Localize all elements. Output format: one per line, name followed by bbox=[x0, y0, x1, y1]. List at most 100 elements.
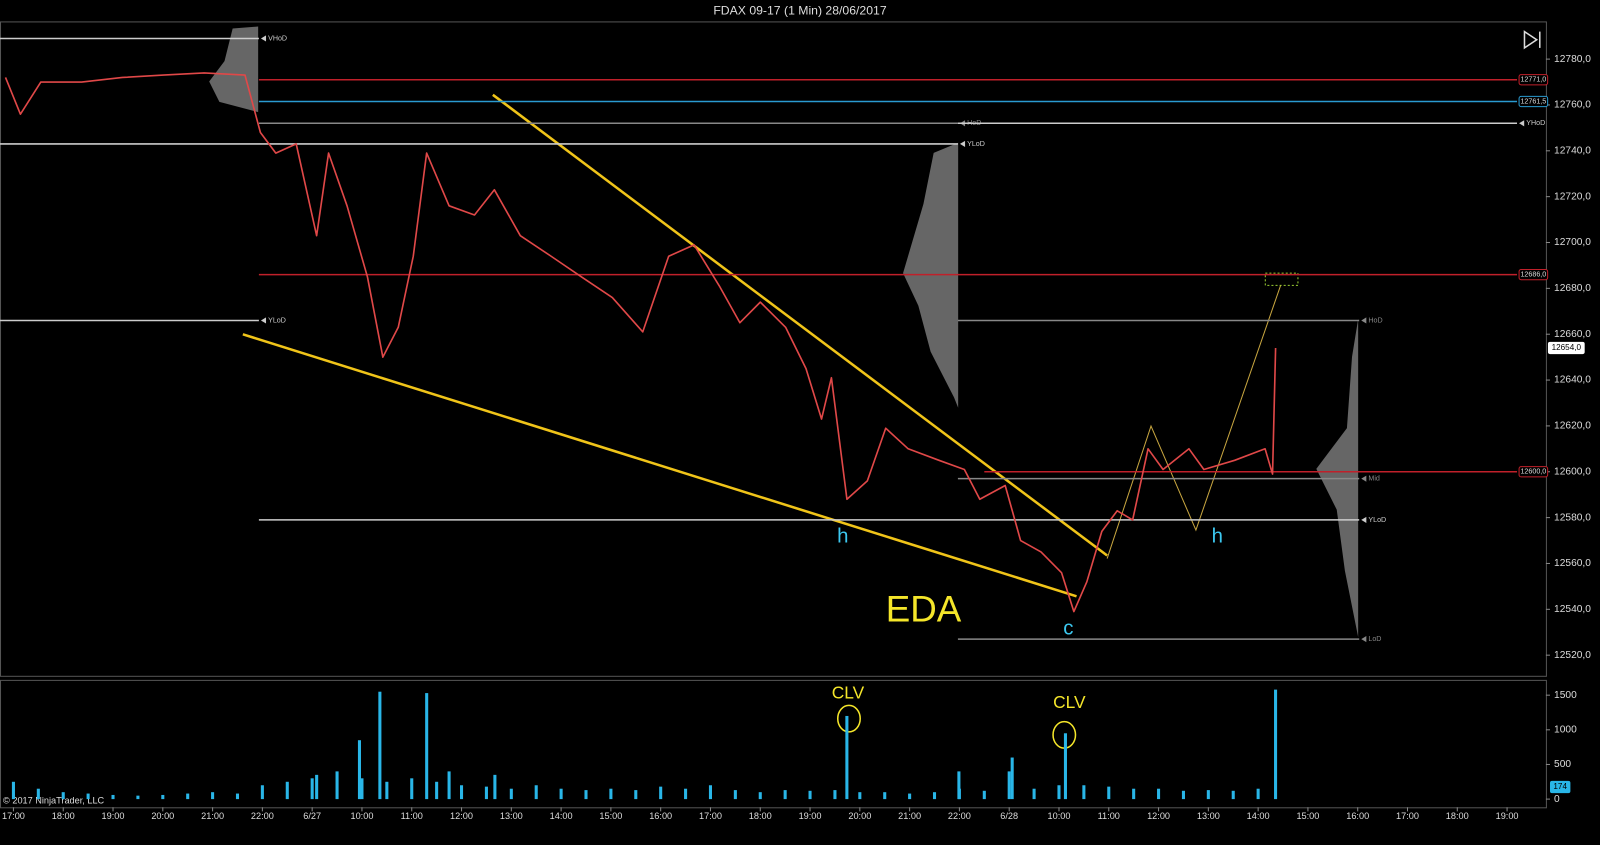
level-marker bbox=[1361, 317, 1367, 324]
level-label: 12761,5 bbox=[1520, 97, 1546, 105]
y-tick-label: 12600,0 bbox=[1554, 466, 1591, 477]
level-label: HoD bbox=[1368, 316, 1382, 324]
level-box bbox=[1518, 268, 1549, 281]
annotation: c bbox=[1063, 617, 1073, 639]
y-tick-label: 12640,0 bbox=[1554, 375, 1591, 386]
level-label: YLoD bbox=[268, 316, 286, 324]
toolbar-icon[interactable] bbox=[1523, 30, 1541, 50]
volume-bar bbox=[1256, 788, 1260, 800]
volume-bar bbox=[357, 740, 361, 800]
x-tick-label: 15:00 bbox=[1296, 811, 1319, 821]
x-tick-label: 17:00 bbox=[2, 811, 25, 821]
y-tick-label: 12560,0 bbox=[1554, 558, 1591, 569]
volume-bar bbox=[285, 781, 289, 800]
x-tick-label: 14:00 bbox=[550, 811, 573, 821]
trend-line bbox=[242, 333, 1077, 598]
volume-bar bbox=[708, 785, 713, 800]
volume-bar bbox=[1181, 790, 1185, 800]
price-panel-frame bbox=[0, 21, 1547, 677]
x-tick-label: 10:00 bbox=[1048, 811, 1071, 821]
x-tick-label: 19:00 bbox=[102, 811, 125, 821]
volume-bar bbox=[1057, 785, 1061, 800]
x-tick-label: 6/27 bbox=[303, 811, 321, 821]
x-tick-label: 13:00 bbox=[1197, 811, 1220, 821]
level-box bbox=[1518, 95, 1549, 108]
chart-root: FDAX 09-17 (1 Min) 28/06/2017 EDA h h c … bbox=[0, 3, 1591, 821]
volume-bar bbox=[858, 792, 862, 800]
y-tick-label: 1500 bbox=[1554, 690, 1577, 701]
y-tick-label: 12720,0 bbox=[1554, 191, 1591, 202]
volume-bar bbox=[435, 781, 439, 800]
level-label: LoD bbox=[1368, 635, 1381, 643]
x-tick-label: 11:00 bbox=[401, 811, 423, 821]
level-box bbox=[1518, 466, 1549, 478]
volume-bar bbox=[315, 774, 319, 800]
volume-bar bbox=[534, 785, 538, 800]
y-tick-label: 12620,0 bbox=[1554, 421, 1591, 432]
x-tick-label: 17:00 bbox=[1396, 811, 1419, 821]
volume-bar bbox=[659, 786, 663, 800]
x-tick-label: 20:00 bbox=[151, 811, 174, 821]
x-tick-label: 11:00 bbox=[1098, 811, 1120, 821]
volume-bar bbox=[733, 790, 737, 800]
x-tick-label: 19:00 bbox=[799, 811, 822, 821]
x-tick-label: 18:00 bbox=[1446, 811, 1469, 821]
level-marker bbox=[260, 35, 267, 42]
x-tick-label: 13:00 bbox=[500, 811, 523, 821]
y-tick-label: 12520,0 bbox=[1554, 650, 1591, 661]
y-tick-label: 500 bbox=[1554, 759, 1571, 770]
level-marker bbox=[1361, 475, 1367, 482]
volume-bar bbox=[1007, 771, 1011, 800]
volume-bar bbox=[509, 788, 513, 800]
chart-title: FDAX 09-17 (1 Min) 28/06/2017 bbox=[713, 3, 886, 17]
y-tick-label: 12660,0 bbox=[1554, 329, 1591, 340]
x-tick-label: 16:00 bbox=[649, 811, 672, 821]
x-tick-label: 21:00 bbox=[201, 811, 224, 821]
volume-bar bbox=[982, 790, 986, 800]
volume-bar bbox=[559, 788, 563, 800]
volume-bar bbox=[410, 778, 414, 800]
volume-bar bbox=[11, 781, 15, 800]
x-tick-label: 19:00 bbox=[1496, 811, 1519, 821]
volume-bar bbox=[385, 781, 389, 800]
volume-bar bbox=[1231, 790, 1235, 800]
volume-bar bbox=[86, 793, 90, 800]
y-tick-label: 12760,0 bbox=[1554, 100, 1591, 111]
volume-bar bbox=[908, 793, 912, 800]
x-tick-label: 15:00 bbox=[599, 811, 622, 821]
y-tick-label: 0 bbox=[1554, 794, 1560, 805]
volume-bar bbox=[833, 790, 837, 800]
last-volume-label: 174 bbox=[1553, 782, 1567, 791]
x-tick-label: 22:00 bbox=[948, 811, 971, 821]
volume-bar bbox=[161, 794, 165, 800]
volume-bar bbox=[808, 790, 812, 800]
level-label: VHoD bbox=[268, 34, 287, 42]
x-tick-label: 20:00 bbox=[848, 811, 871, 821]
y-tick-label: 1000 bbox=[1554, 725, 1577, 736]
x-tick-label: 10:00 bbox=[350, 811, 373, 821]
last-price-label: 12654,0 bbox=[1552, 343, 1582, 352]
volume-bar bbox=[136, 795, 140, 800]
volume-bar bbox=[584, 790, 588, 800]
volume-bar bbox=[932, 792, 937, 800]
volume-bar bbox=[460, 785, 464, 800]
level-label: YLoD bbox=[1368, 516, 1386, 524]
volume-bar bbox=[957, 771, 961, 800]
level-label: YHoD bbox=[1526, 119, 1545, 127]
x-tick-label: 12:00 bbox=[450, 811, 473, 821]
volume-bar bbox=[1157, 788, 1161, 800]
annotation: h bbox=[837, 526, 848, 548]
price-line bbox=[4, 72, 1277, 613]
target-box bbox=[1264, 272, 1299, 286]
x-tick-label: 12:00 bbox=[1147, 811, 1170, 821]
level-marker bbox=[959, 140, 966, 147]
volume-bar bbox=[425, 693, 429, 800]
volume-bar bbox=[634, 790, 638, 800]
volume-bar bbox=[1032, 788, 1036, 800]
volume-bar bbox=[1274, 689, 1278, 800]
volume-bar bbox=[260, 785, 264, 800]
y-tick-label: 12700,0 bbox=[1554, 237, 1591, 248]
volume-bar bbox=[111, 794, 115, 800]
volume-bar bbox=[493, 774, 497, 800]
